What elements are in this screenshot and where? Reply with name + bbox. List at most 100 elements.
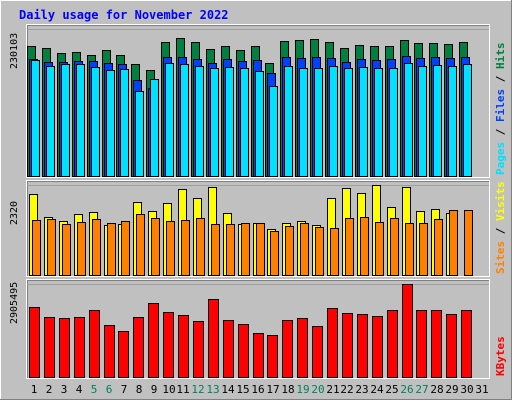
bar-sites-day-15 (241, 223, 250, 276)
x-tick-label: 4 (76, 383, 83, 396)
bar-pages-day-13 (210, 68, 219, 177)
bar-sites-day-19 (300, 223, 309, 276)
bar-pages-day-23 (359, 67, 368, 177)
x-tick-label: 28 (430, 383, 443, 396)
bar-kbytes-day-25 (387, 310, 398, 378)
bar-sites-day-23 (360, 217, 369, 276)
bar-kbytes-day-19 (297, 318, 308, 378)
bar-sites-day-6 (107, 223, 116, 276)
bar-kbytes-day-5 (89, 310, 100, 378)
panels: 230103 Pages / Files / Hits 2320 Sites / Vi… (9, 24, 507, 379)
x-tick-label: 13 (206, 383, 219, 396)
bar-sites-day-14 (226, 224, 235, 276)
x-tick-label: 26 (400, 383, 413, 396)
bar-sites-day-26 (405, 223, 414, 276)
bar-kbytes-day-3 (59, 318, 70, 378)
bar-kbytes-day-6 (104, 325, 115, 378)
legend-kbytes: KBytes (494, 336, 507, 376)
x-tick-label: 20 (311, 383, 324, 396)
bar-kbytes-day-14 (223, 320, 234, 378)
x-tick-label: 17 (266, 383, 279, 396)
bar-pages-day-2 (46, 66, 55, 177)
x-tick-label: 7 (121, 383, 128, 396)
bar-sites-day-2 (47, 219, 56, 276)
x-tick-label: 15 (236, 383, 249, 396)
legend-files: Files (494, 89, 507, 122)
bar-sites-day-28 (434, 219, 443, 276)
bar-pages-day-17 (269, 86, 278, 177)
y-max-label: 2905495 (9, 282, 20, 324)
bar-sites-day-17 (270, 231, 279, 276)
bar-pages-day-30 (463, 64, 472, 177)
bar-pages-day-19 (299, 68, 308, 177)
legend: Sites / Visits (494, 181, 507, 274)
bar-pages-day-4 (76, 64, 85, 177)
x-tick-label: 25 (385, 383, 398, 396)
bar-kbytes-day-1 (29, 307, 40, 378)
x-tick-label: 18 (281, 383, 294, 396)
bar-kbytes-day-4 (74, 317, 85, 378)
bar-kbytes-day-29 (446, 314, 457, 378)
bar-sites-day-21 (330, 228, 339, 276)
panel-hits_files_pages: 230103 Pages / Files / Hits (9, 24, 507, 178)
bar-kbytes-day-30 (461, 310, 472, 378)
x-tick-label: 2 (46, 383, 53, 396)
x-tick-label: 16 (251, 383, 264, 396)
x-tick-label: 19 (296, 383, 309, 396)
legend-visits: Visits (494, 181, 507, 221)
y-max-label: 2320 (9, 201, 20, 225)
bar-kbytes-day-22 (342, 313, 353, 378)
bar-kbytes-day-16 (253, 333, 264, 378)
bar-pages-day-27 (418, 66, 427, 177)
bar-pages-day-7 (120, 69, 129, 177)
bar-sites-day-3 (62, 224, 71, 276)
bar-sites-day-5 (92, 219, 101, 276)
x-tick-label: 21 (326, 383, 339, 396)
bar-sites-day-11 (181, 220, 190, 276)
x-axis-labels: 1 2 3 4 5 6 7 8 9 10 11 12 13 14 15 16 17 18 19 20 21 22 23 24 2… (31, 383, 489, 396)
bar-sites-day-4 (77, 222, 86, 276)
bar-kbytes-day-10 (163, 312, 174, 378)
bar-pages-day-22 (344, 68, 353, 177)
x-tick-label: 9 (151, 383, 158, 396)
bar-sites-day-30 (464, 210, 473, 276)
bar-sites-day-8 (136, 214, 145, 276)
legend-sites: Sites (494, 241, 507, 274)
bar-pages-day-3 (61, 64, 70, 177)
panel-frame (26, 24, 490, 178)
bar-kbytes-day-28 (431, 310, 442, 378)
bar-sites-day-22 (345, 218, 354, 276)
x-tick-label: 14 (221, 383, 235, 396)
bar-pages-day-14 (225, 67, 234, 177)
panel-frame (26, 279, 490, 379)
x-tick-label: 8 (136, 383, 143, 396)
bar-pages-day-16 (255, 71, 264, 177)
bar-kbytes-day-27 (416, 310, 427, 378)
y-max-label: 230103 (9, 33, 20, 69)
bar-pages-day-5 (91, 67, 100, 177)
bar-pages-day-28 (433, 65, 442, 177)
bar-pages-day-10 (165, 63, 174, 177)
bar-kbytes-day-21 (327, 308, 338, 378)
panel-frame (26, 180, 490, 277)
bar-sites-day-16 (256, 223, 265, 276)
bar-pages-day-1 (31, 60, 40, 177)
bar-kbytes-day-12 (193, 321, 204, 378)
bar-kbytes-day-2 (44, 317, 55, 378)
bar-sites-day-13 (211, 224, 220, 276)
bar-pages-day-29 (448, 66, 457, 177)
bar-pages-day-9 (150, 79, 159, 177)
x-tick-label: 22 (340, 383, 353, 396)
x-tick-label: 5 (91, 383, 98, 396)
x-tick-label: 1 (31, 383, 38, 396)
bar-pages-day-6 (106, 70, 115, 177)
bar-sites-day-24 (375, 222, 384, 276)
bar-kbytes-day-15 (238, 324, 249, 378)
bar-kbytes-day-13 (208, 299, 219, 378)
bar-kbytes-day-7 (118, 331, 129, 378)
legend: KBytes (494, 336, 507, 376)
bar-sites-day-12 (196, 218, 205, 276)
x-tick-label: 11 (176, 383, 189, 396)
x-tick-label: 6 (106, 383, 113, 396)
x-tick-label: 24 (370, 383, 384, 396)
